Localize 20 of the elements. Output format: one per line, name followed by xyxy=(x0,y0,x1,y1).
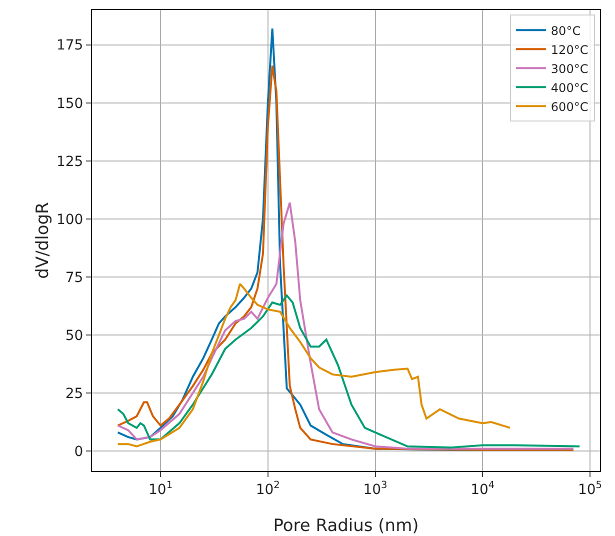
x-tick-label: 10$^{5}$ xyxy=(578,480,602,498)
y-tick-label: 175 xyxy=(56,38,84,54)
y-tick-label: 50 xyxy=(65,328,84,344)
legend-label: 400°C xyxy=(550,80,588,95)
legend-label: 120°C xyxy=(550,42,588,57)
y-tick-label: 100 xyxy=(56,212,84,228)
y-tick-label: 150 xyxy=(56,96,84,112)
y-tick-label: 75 xyxy=(65,270,84,286)
legend-label: 600°C xyxy=(550,100,588,114)
y-tick-label: 0 xyxy=(74,444,84,460)
legend-label: 300°C xyxy=(550,62,588,76)
x-tick-label: 10$^{2}$ xyxy=(256,480,280,498)
x-axis-title: Pore Radius (nm) xyxy=(273,516,419,536)
legend-label: 80°C xyxy=(550,24,581,38)
x-tick-label: 10$^{1}$ xyxy=(148,480,173,498)
y-tick-label: 125 xyxy=(56,154,84,170)
x-tick-label: 10$^{4}$ xyxy=(470,480,495,498)
x-tick-label: 10$^{3}$ xyxy=(363,480,388,498)
y-tick-label: 25 xyxy=(65,386,84,402)
y-axis-title: dV/dlogR xyxy=(33,202,53,279)
